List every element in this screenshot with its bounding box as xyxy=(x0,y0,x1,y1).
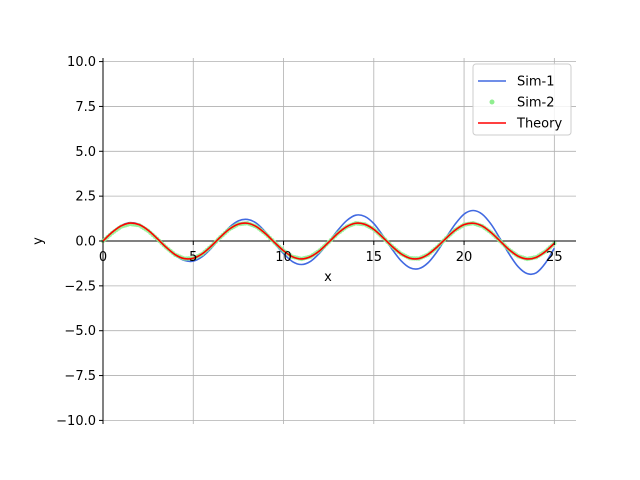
y-tick-label-4: 0.0 xyxy=(75,235,96,250)
legend-marker-sim-2 xyxy=(489,99,495,105)
x-tick-label-1: 5 xyxy=(189,250,197,265)
y-axis-ticks: −10.0 −7.5 −5.0 −2.5 0.0 2.5 5.0 7.5 10.0 xyxy=(56,55,103,429)
x-tick-label-2: 10 xyxy=(275,250,292,265)
y-tick-label-5: 2.5 xyxy=(75,190,96,205)
legend-label-theory: Theory xyxy=(516,117,562,132)
y-tick-label-8: 10.0 xyxy=(67,55,96,70)
y-tick-label-6: 5.0 xyxy=(75,145,96,160)
x-axis-ticks: 0 5 10 15 20 25 xyxy=(99,241,563,265)
y-axis-label: y xyxy=(31,237,46,245)
x-axis-label: x xyxy=(324,270,332,285)
legend-label-sim-1: Sim-1 xyxy=(517,75,555,90)
y-tick-label-7: 7.5 xyxy=(75,100,96,115)
series-layer xyxy=(100,209,557,276)
x-tick-label-3: 15 xyxy=(366,250,383,265)
series-theory-line xyxy=(102,222,555,260)
y-tick-label-3: −2.5 xyxy=(64,279,96,294)
x-tick-label-5: 25 xyxy=(546,250,563,265)
y-tick-label-2: −5.0 xyxy=(64,324,96,339)
y-tick-label-0: −10.0 xyxy=(56,414,96,429)
legend-label-sim-2: Sim-2 xyxy=(517,96,555,111)
x-tick-label-0: 0 xyxy=(99,250,107,265)
x-tick-label-4: 20 xyxy=(456,250,473,265)
y-tick-label-1: −7.5 xyxy=(64,369,96,384)
legend: Sim-1 Sim-2 Theory xyxy=(472,63,572,136)
